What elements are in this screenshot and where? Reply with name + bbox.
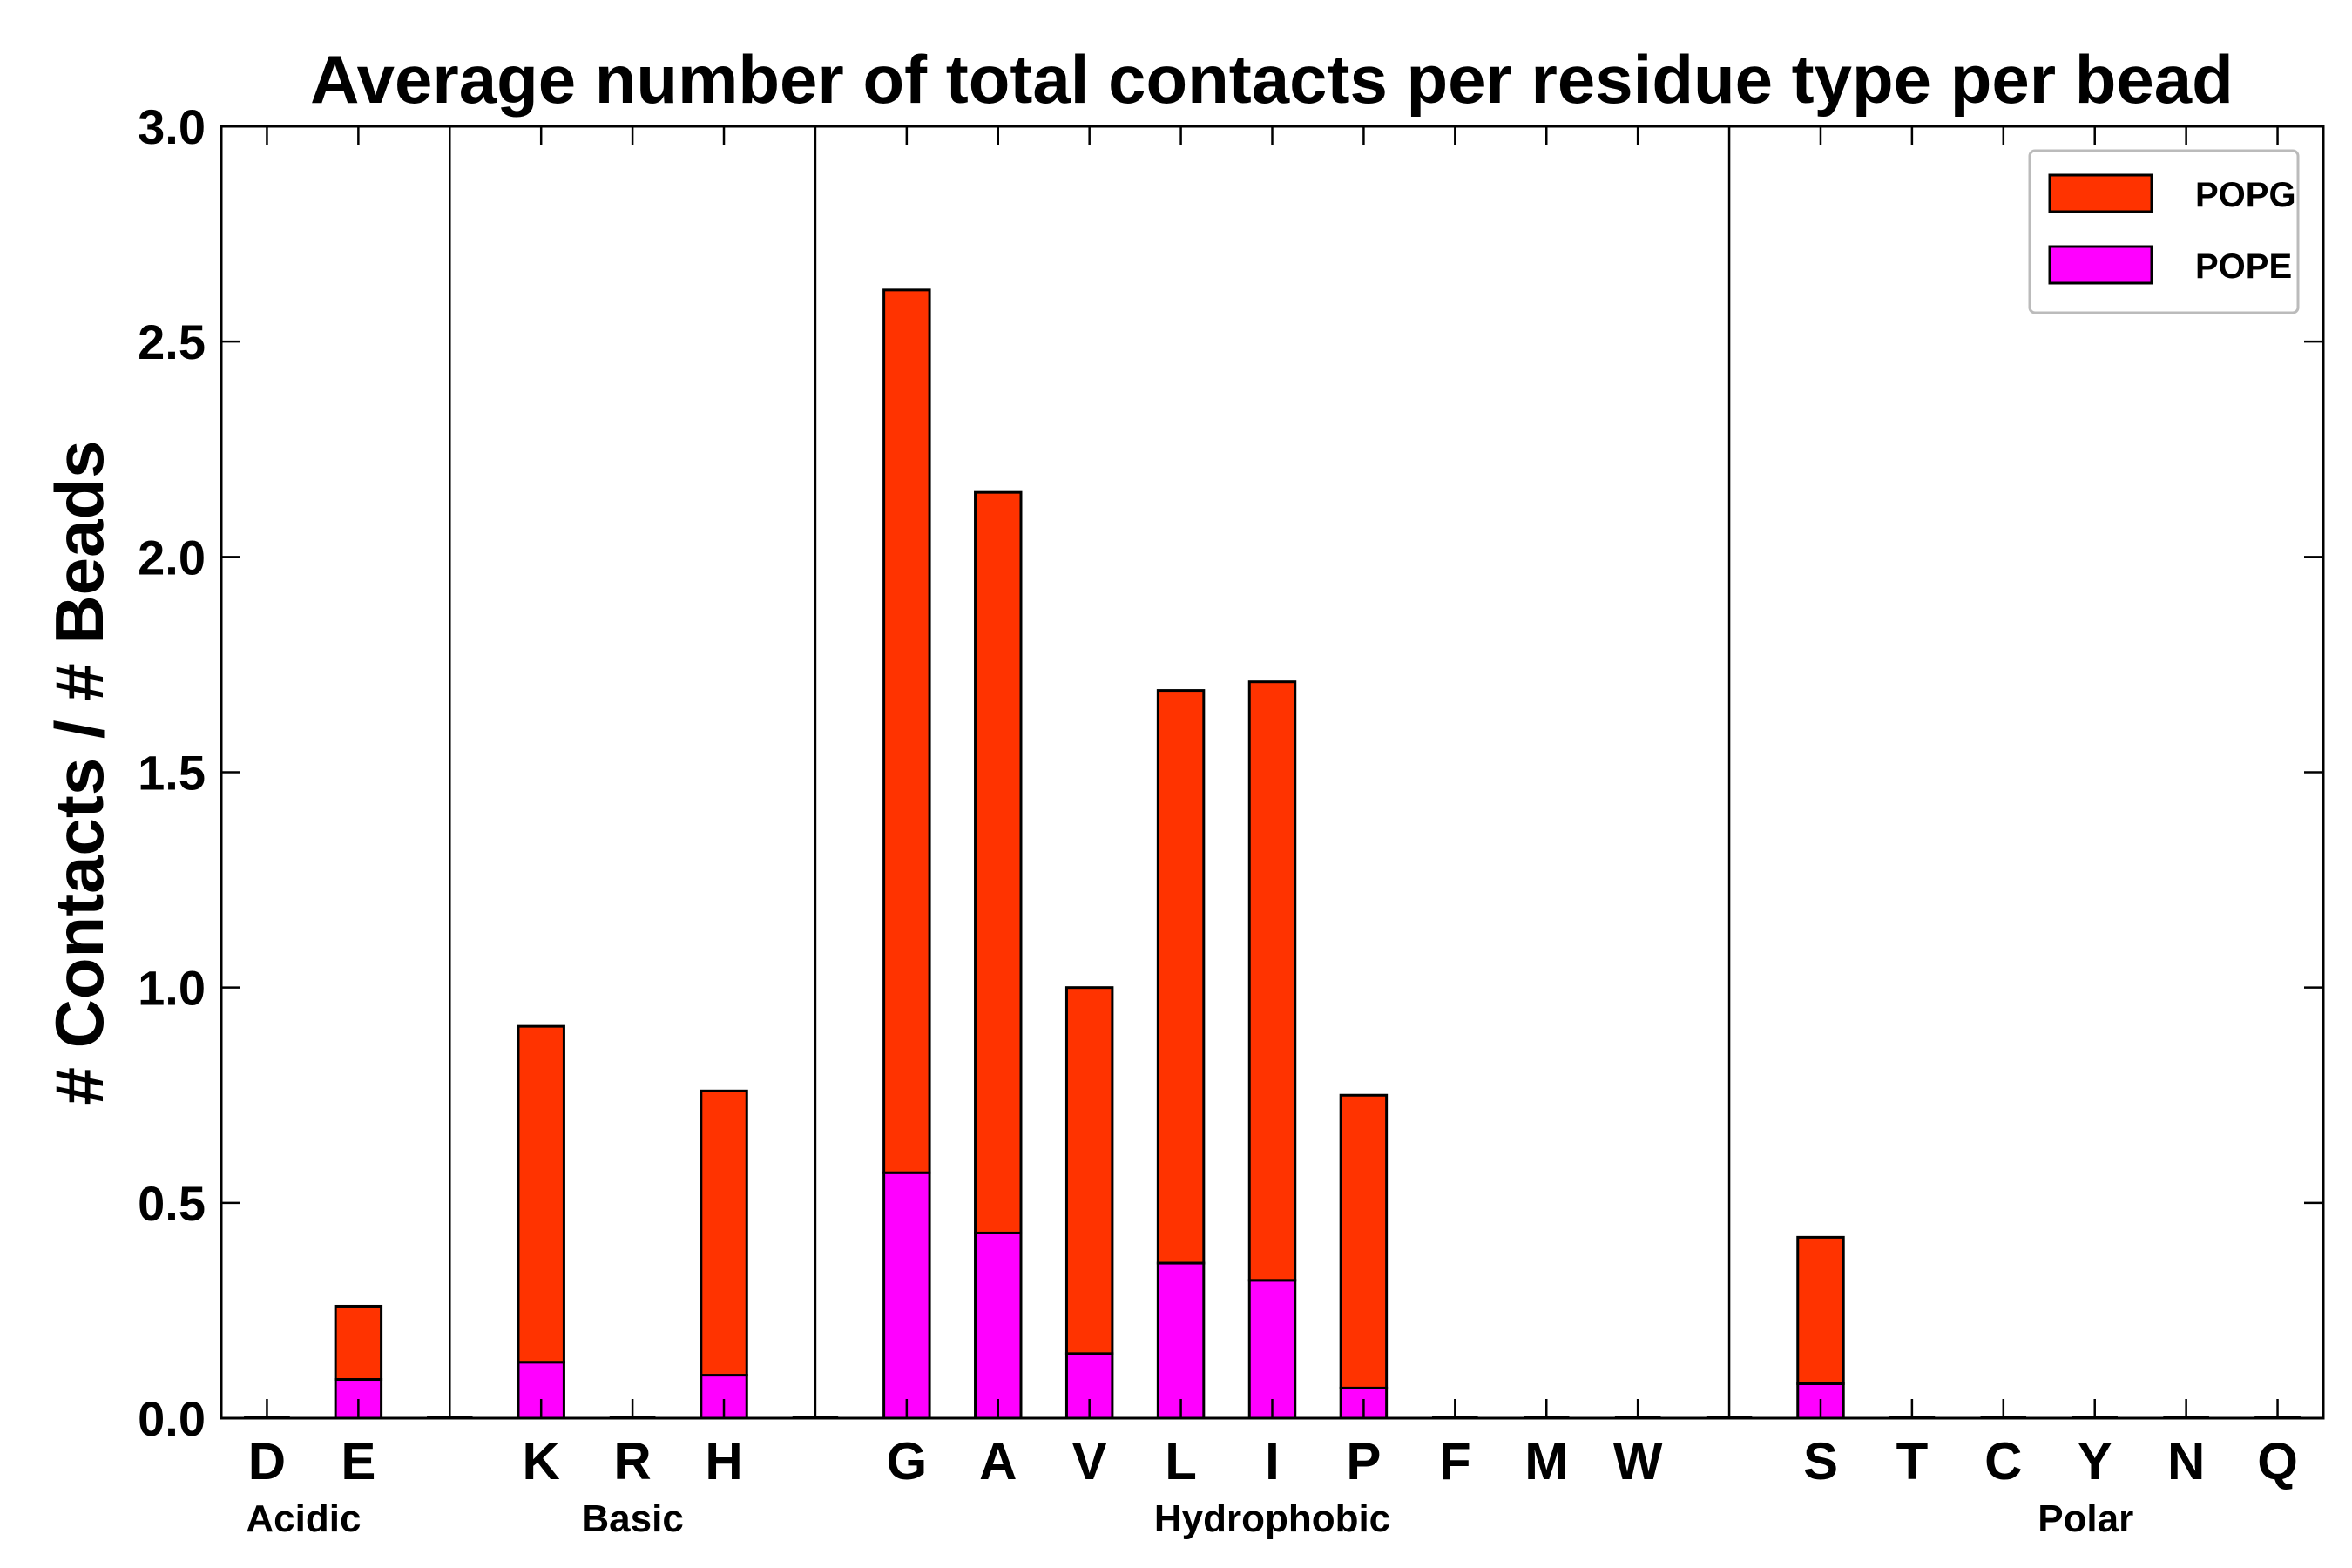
x-tick-label-A: A [979,1432,1017,1490]
x-tick-label-K: K [523,1432,560,1490]
bar-P-POPG [1339,1093,1389,1389]
x-tick-label-S: S [1803,1432,1838,1490]
x-tick-label-Q: Q [2257,1432,2298,1490]
bar-I-POPG [1247,680,1297,1282]
bar-S-POPG [1796,1235,1845,1385]
separators [449,126,1731,1418]
bar-H-POPG [700,1089,748,1377]
y-tick-label: 1.5 [138,746,206,801]
y-axis-label: # Contacts / # Beads [41,441,118,1105]
x-tick-label-F: F [1439,1432,1471,1490]
bar-L-POPG [1156,689,1206,1265]
y-tick-label: 0.0 [138,1391,206,1446]
y-tick-label: 1.0 [138,961,206,1016]
x-tick-label-L: L [1165,1432,1197,1490]
x-tick-label-I: I [1265,1432,1280,1490]
bar-V-POPG [1064,986,1114,1355]
bar-A-POPE [974,1231,1023,1420]
x-tick-label-G: G [887,1432,928,1490]
y-axis: 0.0 0.5 1.0 1.5 2.0 2.5 3.0 [138,99,2323,1446]
group-labels: Acidic Basic Hydrophobic Polar [246,1497,2133,1540]
bar-L-POPE [1156,1261,1206,1420]
x-tick-label-N: N [2167,1432,2205,1490]
group-label-polar: Polar [2038,1497,2133,1540]
bar-E-POPG [334,1304,383,1382]
x-tick-label-P: P [1346,1432,1381,1490]
x-tick-label-R: R [613,1432,651,1490]
legend-label-popg: POPG [2195,176,2296,214]
x-tick-label-Y: Y [2078,1432,2112,1490]
bar-K-POPG [517,1024,565,1364]
x-tick-label-M: M [1524,1432,1568,1490]
y-tick-label: 3.0 [138,99,206,154]
bars [244,288,2301,1420]
bar-G-POPE [882,1171,931,1420]
x-tick-label-E: E [341,1432,375,1490]
x-tick-label-T: T [1896,1432,1929,1490]
x-tick-label-H: H [705,1432,742,1490]
bar-G-POPG [882,288,931,1174]
group-label-acidic: Acidic [246,1497,361,1540]
bar-I-POPE [1247,1279,1297,1420]
legend-swatch-pope [2048,245,2153,285]
legend: POPG POPE [2028,149,2300,314]
y-tick-label: 0.5 [138,1176,206,1231]
y-tick-label: 2.5 [138,314,206,369]
legend-swatch-popg [2048,173,2153,213]
legend-label-pope: POPE [2195,247,2292,286]
x-tick-label-C: C [1984,1432,2022,1490]
bar-A-POPG [974,490,1023,1234]
group-label-basic: Basic [581,1497,683,1540]
group-label-hydrophobic: Hydrophobic [1154,1497,1390,1540]
x-tick-label-V: V [1072,1432,1107,1490]
x-tick-label-W: W [1613,1432,1663,1490]
chart-title: Average number of total contacts per res… [310,41,2234,118]
y-tick-label: 2.0 [138,530,206,585]
x-tick-label-D: D [248,1432,286,1490]
plot-frame [220,125,2325,1420]
